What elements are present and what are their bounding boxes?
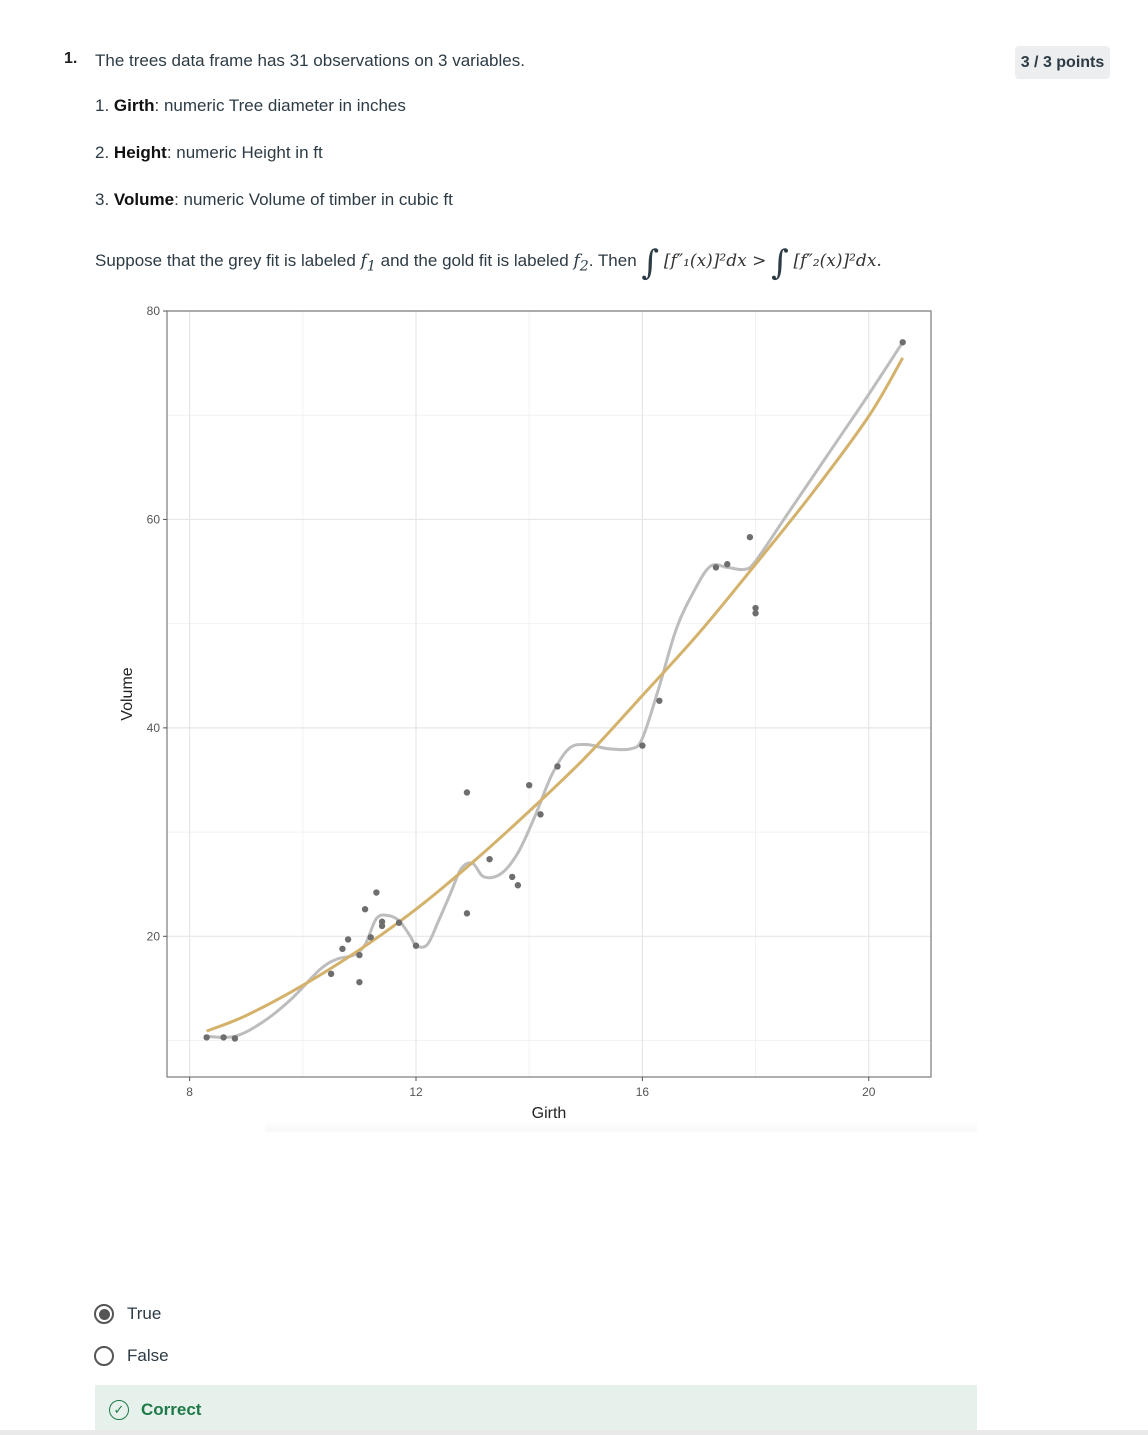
data-point [356, 951, 363, 959]
option-label: False [127, 1346, 169, 1365]
data-point [412, 942, 420, 949]
data-point [373, 889, 380, 896]
data-point [554, 763, 561, 770]
feedback-banner: ✓ Correct [95, 1385, 977, 1435]
chart-svg: 8 12 16 20 20 40 60 80 Girth Volume [119, 304, 932, 1122]
formula-left: [f″₁(x)]²dx > [663, 251, 767, 271]
data-point [525, 781, 533, 789]
formula-right: [f″₂(x)]²dx. [793, 251, 882, 271]
option-label: True [127, 1304, 162, 1323]
data-point [344, 936, 352, 943]
x-tick-label: 16 [636, 1085, 650, 1099]
variable-desc: : numeric Volume of timber in cubic ft [174, 190, 453, 209]
data-point [486, 855, 493, 863]
integral-right: ∫ [771, 243, 789, 283]
y-tick-label: 60 [147, 512, 161, 526]
x-tick-label: 8 [186, 1085, 193, 1099]
data-point [656, 697, 663, 704]
x-tick-label: 12 [409, 1085, 423, 1099]
integral-left: ∫ [641, 243, 660, 283]
data-point [231, 1035, 239, 1042]
option-true[interactable]: True [94, 1304, 161, 1324]
variable-name: Height [113, 143, 167, 162]
plot-border [166, 310, 932, 1078]
bottom-divider [0, 1430, 1148, 1435]
data-point [220, 1034, 227, 1041]
chart-bottom-fade [265, 1120, 977, 1132]
variable-desc: : numeric Height in ft [166, 143, 323, 162]
points-badge: 3 / 3 points [1015, 46, 1110, 79]
variable-height: 2. Height: numeric Height in ft [95, 143, 323, 163]
variable-index: 1. [95, 96, 110, 115]
data-point [463, 789, 471, 796]
y-tick-label: 20 [147, 929, 161, 943]
x-tick-label: 20 [862, 1085, 876, 1099]
data-point [339, 945, 346, 953]
gold-fit-line [206, 357, 905, 1033]
data-point [752, 604, 759, 612]
variable-name: Girth [113, 96, 155, 115]
question-number: 1. [64, 50, 78, 67]
data-point [724, 561, 731, 568]
radio-unselected-icon[interactable] [94, 1346, 114, 1366]
data-point [327, 970, 335, 978]
data-point [746, 533, 754, 541]
option-false[interactable]: False [94, 1346, 169, 1366]
variable-index: 3. [95, 190, 110, 209]
data-point [537, 811, 544, 818]
variable-index: 2. [95, 143, 110, 162]
statement-text-1: Suppose that the grey fit is labeled [95, 251, 356, 270]
f1-symbol: f1 [360, 251, 376, 275]
statement-text-3: . Then [588, 251, 637, 270]
data-point [463, 910, 471, 917]
data-point [395, 919, 403, 926]
data-point [712, 564, 720, 571]
data-point [752, 610, 759, 617]
variable-desc: : numeric Tree diameter in inches [154, 96, 406, 115]
data-point [203, 1034, 210, 1041]
question-statement: Suppose that the grey fit is labeled f1 … [95, 243, 882, 283]
data-point [509, 873, 516, 881]
y-axis-label: Volume [119, 667, 136, 720]
x-axis-label: Girth [532, 1105, 567, 1122]
data-point [514, 882, 522, 889]
variable-girth: 1. Girth: numeric Tree diameter in inche… [95, 96, 406, 116]
f2-symbol: f2 [573, 251, 589, 275]
data-point [639, 742, 646, 749]
data-point [378, 918, 386, 925]
plot-panel [167, 311, 931, 1077]
radio-selected-icon[interactable] [94, 1304, 114, 1324]
data-point [356, 978, 363, 986]
chart: 8 12 16 20 20 40 60 80 Girth Volume [100, 295, 980, 1135]
data-point [361, 906, 369, 913]
question-intro: The trees data frame has 31 observations… [95, 51, 525, 70]
check-circle-icon: ✓ [109, 1400, 129, 1420]
variable-name: Volume [113, 190, 175, 209]
statement-text-2: and the gold fit is labeled [380, 251, 569, 270]
feedback-text: Correct [141, 1400, 202, 1419]
y-tick-label: 80 [147, 304, 161, 318]
variable-volume: 3. Volume: numeric Volume of timber in c… [95, 190, 453, 210]
data-point [367, 934, 374, 941]
y-tick-label: 40 [147, 721, 161, 735]
data-point [899, 339, 906, 346]
